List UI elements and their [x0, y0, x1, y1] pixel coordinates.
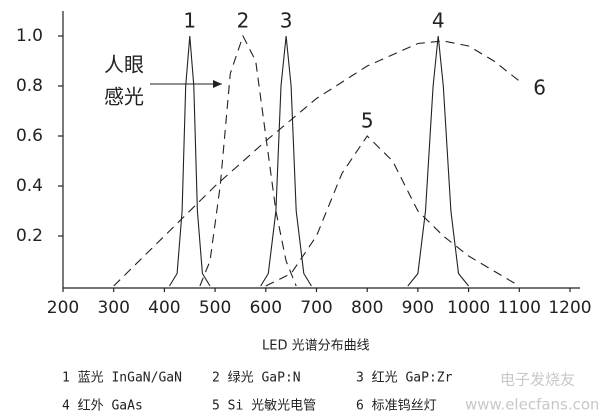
watermark: 电子发烧友 [500, 371, 575, 389]
x-tick-label: 1100 [498, 298, 541, 318]
curve [260, 35, 312, 287]
x-tick-label: 800 [351, 298, 383, 318]
watermark: www.elecfans.com [465, 396, 598, 414]
y-tick-label: 0.8 [16, 76, 43, 96]
legend-text: 2 绿光 GaP:N [212, 371, 301, 386]
y-tick-label: 0.6 [16, 126, 43, 146]
legend-text: 4 红外 GaAs [62, 398, 143, 414]
series-label: 4 [432, 9, 445, 33]
legend-text: 6 标准钨丝灯 [356, 398, 437, 414]
y-tick-label: 1.0 [16, 26, 43, 46]
series-label: 1 [183, 9, 196, 33]
curve [407, 35, 470, 287]
x-tick-label: 700 [300, 298, 332, 318]
x-tick-label: 600 [250, 298, 282, 318]
legend-text: 3 红光 GaP:Zr [356, 370, 453, 386]
curve [199, 34, 297, 287]
curve [169, 35, 211, 287]
annotation: 人眼 [104, 53, 144, 77]
legend-text: 5 Si 光敏光电管 [212, 399, 316, 414]
series-label: 2 [237, 9, 250, 33]
curve [113, 40, 520, 287]
x-tick-label: 1000 [447, 298, 490, 318]
series-label: 3 [280, 9, 293, 33]
series-label: 5 [361, 109, 374, 133]
x-tick-label: 1200 [548, 298, 591, 318]
caption: LED 光谱分布曲线 [262, 339, 370, 354]
y-tick-label: 0.4 [16, 176, 43, 196]
legend-text: 1 蓝光 InGaN/GaN [62, 371, 182, 386]
annotation: 感光 [104, 85, 144, 109]
x-tick-label: 300 [97, 298, 129, 318]
x-tick-label: 400 [148, 298, 180, 318]
curve [265, 135, 520, 287]
arrow-head [213, 80, 222, 88]
y-tick-label: 0.2 [16, 226, 43, 246]
x-tick-label: 200 [47, 298, 79, 318]
x-tick-label: 500 [199, 298, 231, 318]
series-label: 6 [533, 76, 546, 100]
x-tick-label: 900 [402, 298, 434, 318]
